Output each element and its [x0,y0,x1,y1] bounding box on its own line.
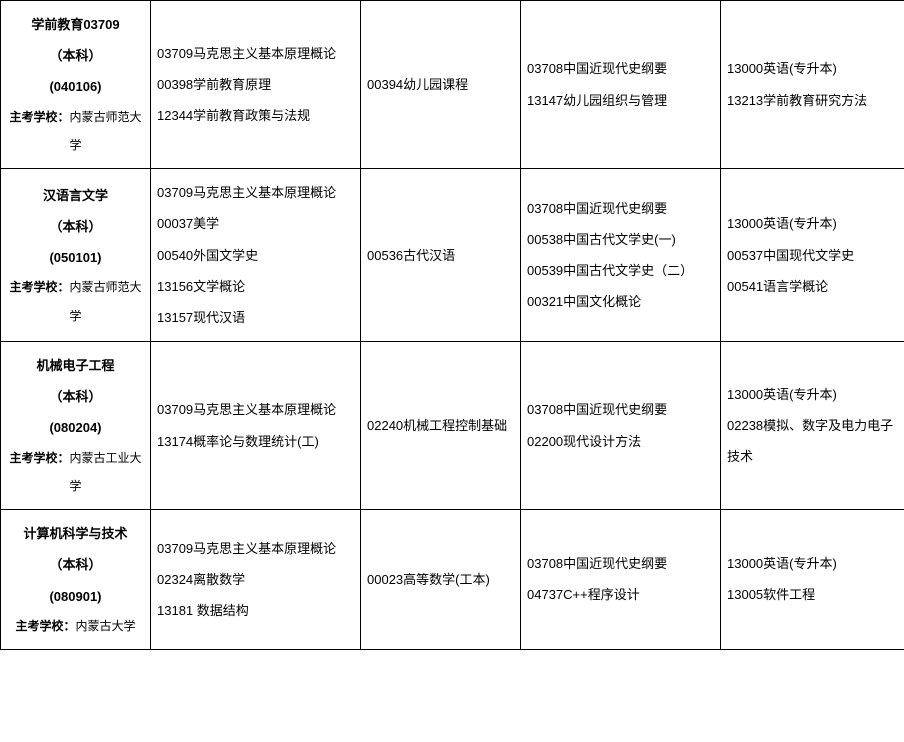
course-cell-4: 03708中国近现代史纲要13147幼儿园组织与管理 [521,1,721,169]
table-row: 学前教育03709（本科）(040106)主考学校：内蒙古师范大学03709马克… [1,1,904,169]
course-cell-3: 00394幼儿园课程 [361,1,521,169]
course-cell-2: 03709马克思主义基本原理概论02324离散数学13181 数据结构 [151,510,361,649]
course-cell-3: 00536古代汉语 [361,169,521,342]
school-label: 主考学校： [15,619,75,633]
school-info: 主考学校：内蒙古师范大学 [5,103,146,161]
major-code: (040106) [5,71,146,102]
major-name: 机械电子工程 [5,350,146,381]
course-cell-2: 03709马克思主义基本原理概论13174概率论与数理统计(工) [151,342,361,510]
school-name: 内蒙古工业大学 [69,451,141,494]
course-table: 学前教育03709（本科）(040106)主考学校：内蒙古师范大学03709马克… [0,0,904,650]
major-cell: 计算机科学与技术（本科）(080901)主考学校：内蒙古大学 [1,510,151,649]
course-cell-5: 13000英语(专升本)13213学前教育研究方法 [721,1,904,169]
course-cell-4: 03708中国近现代史纲要00538中国古代文学史(一)00539中国古代文学史… [521,169,721,342]
course-cell-4: 03708中国近现代史纲要02200现代设计方法 [521,342,721,510]
school-info: 主考学校：内蒙古大学 [5,612,146,641]
course-cell-2: 03709马克思主义基本原理概论00037美学00540外国文学史13156文学… [151,169,361,342]
table-row: 汉语言文学（本科）(050101)主考学校：内蒙古师范大学03709马克思主义基… [1,169,904,342]
major-code: (050101) [5,242,146,273]
major-level: （本科） [5,211,146,242]
course-cell-4: 03708中国近现代史纲要04737C++程序设计 [521,510,721,649]
school-label: 主考学校： [9,280,69,294]
major-level: （本科） [5,40,146,71]
school-info: 主考学校：内蒙古工业大学 [5,444,146,502]
school-label: 主考学校： [9,451,69,465]
major-level: （本科） [5,381,146,412]
course-cell-5: 13000英语(专升本)13005软件工程 [721,510,904,649]
major-code: (080901) [5,581,146,612]
school-name: 内蒙古师范大学 [69,280,141,323]
school-name: 内蒙古大学 [76,619,136,633]
course-cell-5: 13000英语(专升本)00537中国现代文学史00541语言学概论 [721,169,904,342]
school-name: 内蒙古师范大学 [69,110,141,153]
major-cell: 汉语言文学（本科）(050101)主考学校：内蒙古师范大学 [1,169,151,342]
course-cell-3: 00023高等数学(工本) [361,510,521,649]
major-name: 学前教育03709 [5,9,146,40]
major-level: （本科） [5,549,146,580]
major-cell: 学前教育03709（本科）(040106)主考学校：内蒙古师范大学 [1,1,151,169]
table-row: 机械电子工程（本科）(080204)主考学校：内蒙古工业大学03709马克思主义… [1,342,904,510]
major-name: 计算机科学与技术 [5,518,146,549]
major-code: (080204) [5,412,146,443]
course-cell-2: 03709马克思主义基本原理概论00398学前教育原理12344学前教育政策与法… [151,1,361,169]
course-cell-3: 02240机械工程控制基础 [361,342,521,510]
school-info: 主考学校：内蒙古师范大学 [5,273,146,331]
school-label: 主考学校： [9,110,69,124]
major-name: 汉语言文学 [5,180,146,211]
major-cell: 机械电子工程（本科）(080204)主考学校：内蒙古工业大学 [1,342,151,510]
course-cell-5: 13000英语(专升本)02238模拟、数字及电力电子技术 [721,342,904,510]
table-row: 计算机科学与技术（本科）(080901)主考学校：内蒙古大学03709马克思主义… [1,510,904,649]
